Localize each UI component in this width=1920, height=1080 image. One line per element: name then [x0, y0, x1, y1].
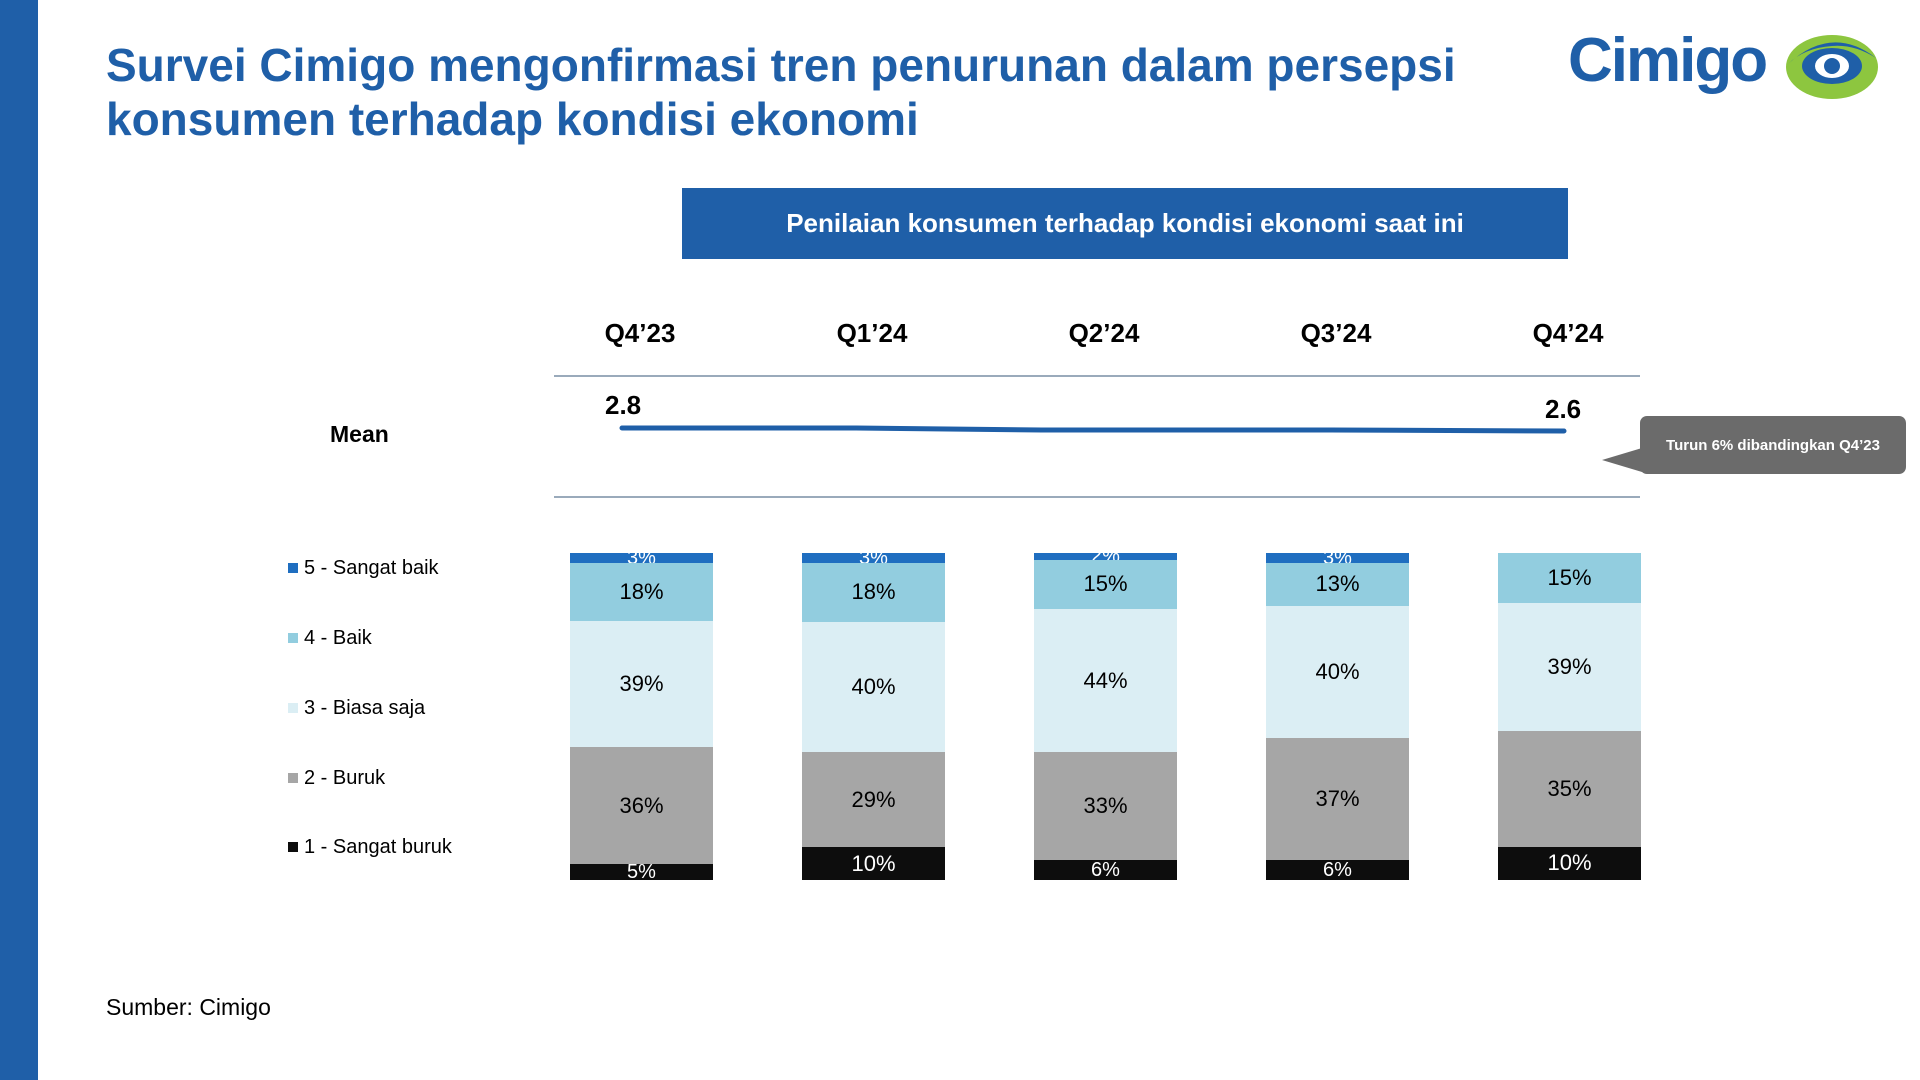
bar-segment-baik: 15% [1034, 559, 1177, 609]
bar-value-label: 10% [851, 850, 896, 876]
page-title: Survei Cimigo mengonfirmasi tren penurun… [106, 39, 1456, 145]
quarter-label: Q4’24 [1532, 318, 1604, 348]
bar-segment-buruk: 37% [1266, 737, 1409, 861]
legend-item-buruk: 2 - Buruk [288, 766, 385, 790]
bar-value-label: 44% [1083, 667, 1128, 693]
quarter-label: Q4’23 [604, 318, 676, 348]
bar-value-label: 10% [1547, 850, 1592, 876]
legend-swatch [288, 633, 298, 643]
mean-label: Mean [330, 421, 389, 447]
legend-label: 2 - Buruk [304, 766, 386, 789]
legend-swatch [288, 563, 298, 573]
bar-value-label: 39% [619, 671, 664, 697]
bar-value-label: 15% [1547, 564, 1592, 590]
bar-value-label: 35% [1547, 776, 1592, 802]
mean-change-callout: Turun 6% dibandingkan Q4’23 [1640, 416, 1906, 474]
bar-value-label: 15% [1083, 571, 1128, 597]
bar-segment-biasa-saja: 40% [802, 621, 945, 753]
bar-value-label: 18% [851, 579, 896, 605]
bar-segment-sangat-baik: 3% [802, 548, 945, 568]
bar-value-label: 18% [619, 578, 664, 604]
bar-segment-biasa-saja: 40% [1266, 605, 1409, 738]
bar-segment-sangat-buruk: 5% [570, 860, 713, 883]
logo-wordmark: Cimigo [1568, 26, 1768, 95]
logo-eye-icon [1786, 35, 1878, 99]
chart-title-banner: Penilaian konsumen terhadap kondisi ekon… [682, 188, 1568, 259]
legend-item-sangat-baik: 5 - Sangat baik [288, 556, 439, 580]
legend-item-biasa-saja: 3 - Biasa saja [288, 696, 425, 720]
bar-segment-sangat-buruk: 10% [1498, 846, 1641, 880]
bar-segment-baik: 13% [1266, 562, 1409, 606]
legend-swatch [288, 703, 298, 713]
bar-value-label: 40% [1315, 658, 1360, 684]
source-note: Sumber: Cimigo [106, 994, 271, 1020]
divider-line [554, 496, 1640, 498]
cimigo-logo: Cimigo [1568, 26, 1888, 106]
bar-segment-buruk: 36% [570, 747, 713, 864]
bar-value-label: 39% [1547, 653, 1592, 679]
bar-segment-sangat-buruk: 6% [1034, 860, 1177, 880]
bar-value-label: 6% [1091, 859, 1120, 882]
mean-end-value: 2.6 [1545, 394, 1582, 424]
callout-pointer [1602, 448, 1642, 472]
legend-item-baik: 4 - Baik [288, 626, 372, 650]
bar-segment-buruk: 33% [1034, 752, 1177, 861]
bar-segment-buruk: 35% [1498, 731, 1641, 847]
divider-line [554, 375, 1640, 377]
legend-label: 3 - Biasa saja [304, 696, 426, 719]
bar-segment-baik: 18% [570, 562, 713, 621]
quarter-label: Q2’24 [1068, 318, 1140, 348]
bar-value-label: 5% [627, 860, 656, 883]
left-accent-bar [0, 0, 38, 1080]
bar-value-label: 40% [851, 674, 896, 700]
bar-segment-sangat-baik: 3% [570, 548, 713, 568]
bar-value-label: 13% [1315, 571, 1360, 597]
legend-swatch [288, 773, 298, 783]
bar-value-label: 6% [1323, 859, 1352, 882]
bar-segment-baik: 18% [802, 562, 945, 622]
bar-segment-sangat-buruk: 6% [1266, 860, 1409, 880]
bar-segment-sangat-buruk: 10% [802, 847, 945, 880]
bar-segment-biasa-saja: 39% [570, 620, 713, 748]
mean-start-value: 2.8 [605, 390, 642, 420]
legend-label: 4 - Baik [304, 626, 372, 649]
bar-value-label: 37% [1315, 786, 1360, 812]
quarter-label: Q1’24 [836, 318, 908, 348]
legend-item-sangat-buruk: 1 - Sangat buruk [288, 835, 452, 859]
bar-segment-sangat-baik: 3% [1266, 548, 1409, 568]
bar-value-label: 36% [619, 792, 664, 818]
bar-segment-buruk: 29% [802, 752, 945, 848]
bar-value-label: 33% [1083, 793, 1128, 819]
bar-segment-baik: 15% [1498, 553, 1641, 603]
legend-label: 5 - Sangat baik [304, 556, 439, 579]
bar-value-label: 29% [851, 786, 896, 812]
quarter-label: Q3’24 [1300, 318, 1372, 348]
legend-swatch [288, 842, 298, 852]
bar-segment-biasa-saja: 44% [1034, 608, 1177, 753]
mean-trend-line [619, 425, 1567, 434]
legend-label: 1 - Sangat buruk [304, 835, 452, 858]
bar-segment-biasa-saja: 39% [1498, 602, 1641, 732]
